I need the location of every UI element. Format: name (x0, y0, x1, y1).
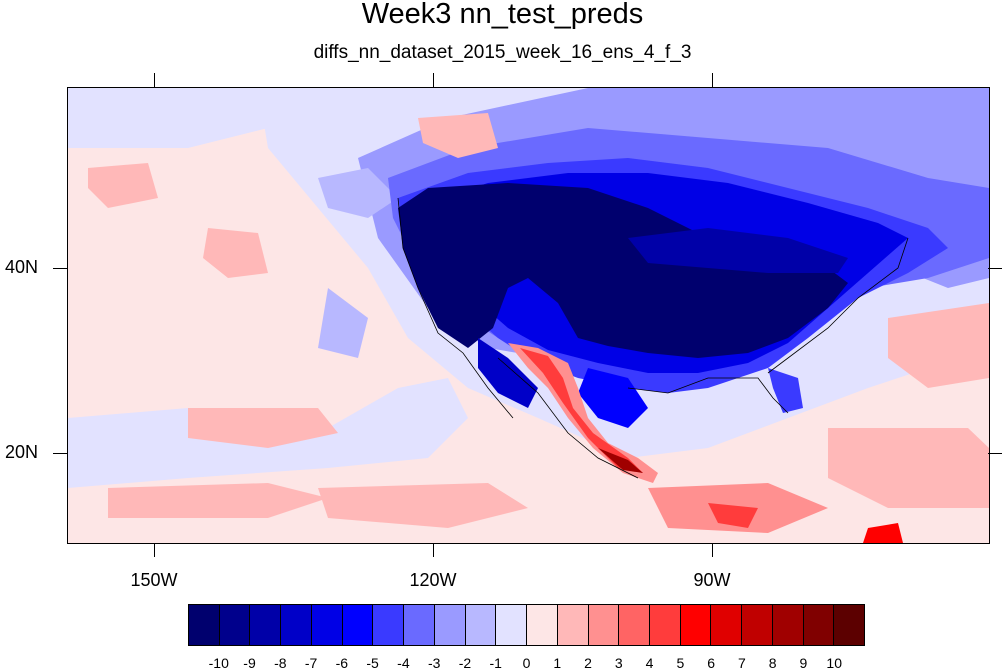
x-tick (712, 73, 713, 87)
y-tick (988, 453, 1002, 454)
colorbar-label: -3 (427, 655, 441, 671)
colorbar-label: -6 (335, 655, 349, 671)
colorbar (188, 604, 865, 646)
colorbar-swatch (311, 605, 343, 645)
colorbar-swatch (772, 605, 804, 645)
colorbar-label: -5 (366, 655, 379, 671)
map-title: Week3 nn_test_preds (361, 0, 644, 30)
colorbar-label: 10 (826, 655, 842, 671)
colorbar-label: 8 (768, 655, 777, 671)
colorbar-swatch (373, 605, 405, 645)
map-field (68, 88, 989, 543)
colorbar-swatch (404, 605, 435, 645)
colorbar-swatch (219, 605, 251, 645)
colorbar-swatch (496, 605, 528, 645)
colorbar-swatch (465, 605, 497, 645)
colorbar-label: 4 (645, 655, 654, 671)
colorbar-swatch (803, 605, 835, 645)
colorbar-label: 0 (522, 655, 531, 671)
colorbar-label: -9 (243, 655, 256, 671)
colorbar-label: 6 (707, 655, 716, 671)
y-label-40n: 40N (4, 257, 38, 277)
y-label-20n: 20N (4, 442, 38, 462)
colorbar-swatch (557, 605, 589, 645)
y-tick (53, 453, 67, 454)
colorbar-swatch (742, 605, 773, 645)
colorbar-label: 3 (614, 655, 623, 671)
colorbar-label: 2 (584, 655, 592, 671)
colorbar-swatch (189, 605, 220, 645)
x-tick (154, 543, 155, 557)
map-frame (67, 87, 990, 544)
colorbar-label: -8 (274, 655, 287, 671)
colorbar-swatch (527, 605, 558, 645)
colorbar-label: -2 (458, 655, 472, 671)
x-label-150w: 150W (130, 570, 178, 590)
x-tick (154, 73, 155, 87)
y-tick (53, 268, 67, 269)
colorbar-label: 9 (799, 655, 808, 671)
colorbar-swatch (250, 605, 282, 645)
colorbar-swatch (680, 605, 712, 645)
colorbar-label: 1 (553, 655, 562, 671)
colorbar-label: -4 (397, 655, 410, 671)
colorbar-swatch (650, 605, 681, 645)
colorbar-label: -10 (208, 655, 229, 671)
x-label-120w: 120W (409, 570, 457, 590)
colorbar-label: 7 (738, 655, 746, 671)
x-tick (433, 73, 434, 87)
colorbar-swatch (619, 605, 651, 645)
colorbar-label: -1 (489, 655, 502, 671)
y-tick (988, 268, 1002, 269)
map-subtitle: diffs_nn_dataset_2015_week_16_ens_4_f_3 (313, 42, 692, 63)
colorbar-swatch (588, 605, 620, 645)
x-label-90w: 90W (693, 570, 731, 590)
colorbar-swatch (834, 605, 865, 645)
colorbar-swatch (434, 605, 466, 645)
colorbar-swatch (342, 605, 374, 645)
colorbar-label: -7 (304, 655, 318, 671)
x-tick (433, 543, 434, 557)
colorbar-label: 5 (676, 655, 685, 671)
x-tick (712, 543, 713, 557)
colorbar-swatch (281, 605, 312, 645)
colorbar-swatch (711, 605, 743, 645)
